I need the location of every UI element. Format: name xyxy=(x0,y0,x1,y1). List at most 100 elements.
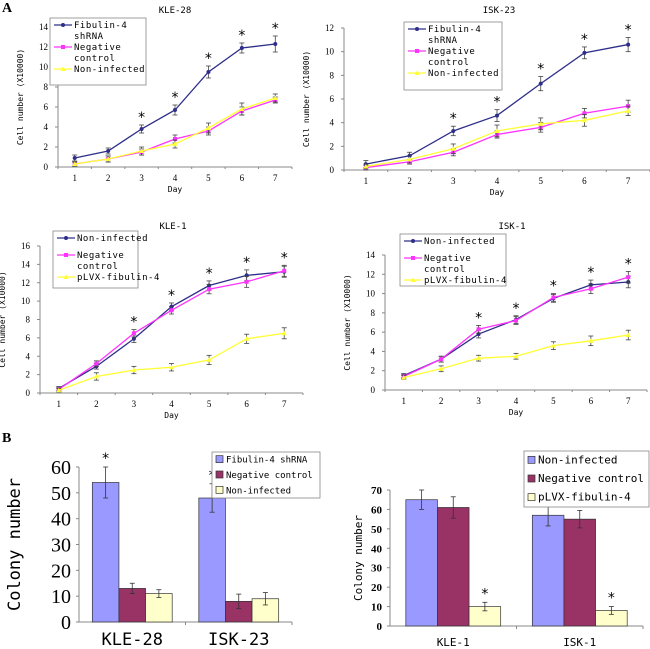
y-tick-label: 0 xyxy=(371,385,376,395)
x-tick-label: 5 xyxy=(206,173,211,183)
chart-colony-bar-2: 0 10 20 30 40 50 60 70 Colony number KLE-1 * ISK-1 *… xyxy=(352,450,650,649)
legend: Fibulin-4shRNANegativecontrolNon-infecte… xyxy=(49,17,147,86)
x-tick-label: 3 xyxy=(132,399,137,409)
x-tick-label: 5 xyxy=(551,396,556,406)
y-tick-label: 14 xyxy=(39,22,49,32)
legend-label: Non-infected xyxy=(77,234,148,244)
y-tick-label: 8 xyxy=(44,82,49,92)
triangle-marker xyxy=(281,330,287,336)
legend-item: Non-infected xyxy=(527,453,617,466)
y-tick-label: 6 xyxy=(371,327,376,337)
legend-label: control xyxy=(77,262,118,272)
triangle-marker xyxy=(244,336,250,341)
triangle-marker xyxy=(513,353,519,359)
legend-label: Non-infected xyxy=(428,69,499,79)
diamond-marker xyxy=(451,128,456,133)
x-tick-label: 3 xyxy=(139,173,144,183)
legend-label: control xyxy=(424,265,465,275)
y-tick-label: 2 xyxy=(371,366,376,376)
x-tick-label: 1 xyxy=(57,399,62,409)
x-tick-label: 6 xyxy=(589,396,594,406)
diamond-marker xyxy=(131,336,136,341)
diamond-marker xyxy=(626,42,631,47)
bar xyxy=(91,482,120,623)
y-tick-label: 4 xyxy=(330,118,335,128)
triangle-marker xyxy=(93,373,99,379)
diamond-marker xyxy=(495,113,499,118)
triangle-marker xyxy=(581,117,587,123)
x-tick-label: 5 xyxy=(538,176,543,186)
series-non-infected xyxy=(363,105,631,170)
legend-label: Non-infected xyxy=(538,453,617,466)
x-tick-label: 7 xyxy=(282,399,287,409)
legend-item: Non-infected xyxy=(408,69,499,79)
y-tick-label: 6 xyxy=(26,333,31,343)
legend-item: Fibulin-4 shRNA xyxy=(215,455,308,466)
diamond-marker xyxy=(273,42,278,46)
diamond-marker xyxy=(582,50,587,55)
x-tick-label: 3 xyxy=(451,176,456,186)
significance-star: * xyxy=(272,21,279,37)
y-axis-label: Cell number (X10000) xyxy=(0,271,7,367)
legend-swatch xyxy=(215,455,224,464)
diamond-marker xyxy=(61,23,65,27)
y-tick-label: 20 xyxy=(51,560,71,582)
y-tick-label: 6 xyxy=(44,102,49,112)
y-tick-label: 8 xyxy=(330,70,335,80)
square-marker xyxy=(415,49,419,53)
x-tick-label: 4 xyxy=(169,399,174,409)
significance-star: * xyxy=(450,111,457,127)
square-marker xyxy=(173,137,177,141)
diamond-marker xyxy=(139,127,144,131)
diamond-marker xyxy=(239,46,244,50)
bar xyxy=(405,499,438,627)
diamond-marker xyxy=(538,81,543,86)
bar xyxy=(437,507,470,627)
legend-item: Non-infected xyxy=(215,485,291,496)
x-tick-label: 4 xyxy=(514,396,519,406)
triangle-marker xyxy=(60,66,66,71)
series-line xyxy=(58,332,285,391)
diamond-marker xyxy=(411,239,415,243)
significance-star: * xyxy=(238,28,245,44)
x-category-label: KLE-1 xyxy=(437,636,470,649)
legend-box xyxy=(49,17,147,86)
series-negative-control xyxy=(401,270,631,379)
triangle-marker xyxy=(410,277,416,282)
y-tick-label: 12 xyxy=(325,23,334,33)
legend: Fibulin-4 shRNA Negative control Non-infec… xyxy=(211,451,321,499)
triangle-marker xyxy=(169,364,174,370)
significance-star: * xyxy=(481,586,488,602)
triangle-marker xyxy=(588,338,594,343)
significance-star: * xyxy=(587,265,594,281)
y-tick-label: 50 xyxy=(51,483,71,505)
legend-label: pLVX-fibulin-4 xyxy=(424,276,507,286)
square-marker xyxy=(131,331,136,336)
triangle-marker xyxy=(550,343,556,348)
significance-star: * xyxy=(608,591,615,607)
significance-star: * xyxy=(475,310,482,326)
x-category-label: ISK-23 xyxy=(208,630,269,649)
triangle-marker xyxy=(63,274,69,279)
x-tick-label: 2 xyxy=(407,176,412,186)
y-tick-label: 50 xyxy=(371,524,383,536)
legend-item: Negative control xyxy=(215,470,313,481)
diamond-marker xyxy=(72,156,77,160)
square-marker xyxy=(207,287,212,292)
y-tick-label: 0 xyxy=(330,165,335,175)
significance-star: * xyxy=(130,315,137,331)
legend-label: Non-infected xyxy=(424,237,495,247)
legend-label: shRNA xyxy=(74,32,104,42)
y-tick-label: 14 xyxy=(366,250,376,260)
diamond-marker xyxy=(173,108,177,112)
square-marker xyxy=(169,308,174,313)
x-axis-label: Day xyxy=(168,185,183,194)
significance-star: * xyxy=(281,250,288,266)
x-tick-label: 1 xyxy=(401,396,406,406)
significance-star: * xyxy=(138,110,145,126)
legend-label: control xyxy=(74,54,115,64)
